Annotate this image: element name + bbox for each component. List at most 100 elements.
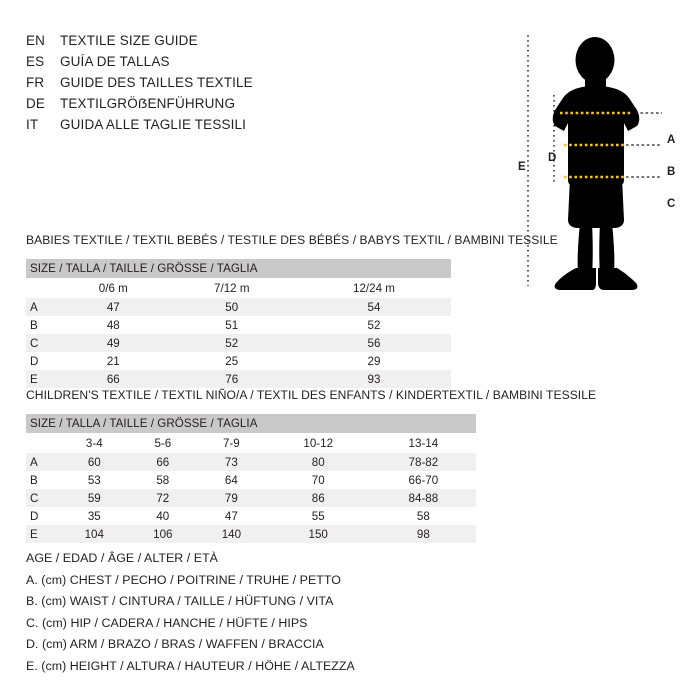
cell: 52 bbox=[166, 334, 297, 352]
cell: 66-70 bbox=[370, 471, 476, 489]
cell: 98 bbox=[370, 525, 476, 543]
cell: 55 bbox=[265, 507, 371, 525]
children-size-table: SIZE / TALLA / TAILLE / GRÖSSE / TAGLIA … bbox=[26, 414, 476, 543]
size-header-cell: 13-14 bbox=[370, 433, 476, 453]
language-title: TEXTILGRÖẞENFÜHRUNG bbox=[60, 96, 236, 111]
cell: 40 bbox=[128, 507, 198, 525]
cell: 84-88 bbox=[370, 489, 476, 507]
cell: 56 bbox=[296, 334, 451, 352]
table-row: D 21 25 29 bbox=[26, 352, 451, 370]
children-band-label: SIZE / TALLA / TAILLE / GRÖSSE / TAGLIA bbox=[26, 414, 476, 433]
legend-line-waist: B. (cm) WAIST / CINTURA / TAILLE / HÜFTU… bbox=[26, 594, 334, 608]
table-row: B 53 58 64 70 66-70 bbox=[26, 471, 476, 489]
size-header-cell: 0/6 m bbox=[60, 278, 167, 298]
cell: 66 bbox=[60, 370, 167, 388]
row-label: E bbox=[26, 370, 60, 388]
table-row: D 35 40 47 55 58 bbox=[26, 507, 476, 525]
language-title: TEXTILE SIZE GUIDE bbox=[60, 33, 198, 48]
measurement-figure-panel: A B C D E bbox=[498, 28, 698, 298]
table-row: E 66 76 93 bbox=[26, 370, 451, 388]
size-header-cell: 7-9 bbox=[197, 433, 266, 453]
legend-line-age: AGE / EDAD / ÂGE / ALTER / ETÀ bbox=[26, 551, 218, 565]
language-heading-block: EN TEXTILE SIZE GUIDE ES GUÍA DE TALLAS … bbox=[26, 33, 486, 138]
cell: 78-82 bbox=[370, 453, 476, 471]
silhouette-body bbox=[552, 37, 640, 290]
size-header-cell: 7/12 m bbox=[166, 278, 297, 298]
cell: 29 bbox=[296, 352, 451, 370]
table-row: C 49 52 56 bbox=[26, 334, 451, 352]
language-row: EN TEXTILE SIZE GUIDE bbox=[26, 33, 486, 54]
table-band-row: SIZE / TALLA / TAILLE / GRÖSSE / TAGLIA bbox=[26, 414, 476, 433]
cell: 50 bbox=[166, 298, 297, 316]
cell: 86 bbox=[265, 489, 371, 507]
cell: 47 bbox=[197, 507, 266, 525]
row-label: E bbox=[26, 525, 60, 543]
figure-label-b: B bbox=[667, 166, 676, 178]
table-row: A 60 66 73 80 78-82 bbox=[26, 453, 476, 471]
language-row: IT GUIDA ALLE TAGLIE TESSILI bbox=[26, 117, 486, 138]
row-label: B bbox=[26, 471, 60, 489]
cell: 21 bbox=[60, 352, 167, 370]
cell: 53 bbox=[60, 471, 129, 489]
table-row: E 104 106 140 150 98 bbox=[26, 525, 476, 543]
language-title: GUIDE DES TAILLES TEXTILE bbox=[60, 75, 253, 90]
cell: 76 bbox=[166, 370, 297, 388]
language-code: IT bbox=[26, 117, 39, 132]
figure-label-c: C bbox=[667, 198, 676, 210]
row-label: B bbox=[26, 316, 60, 334]
cell: 64 bbox=[197, 471, 266, 489]
size-header-cell: 10-12 bbox=[265, 433, 371, 453]
language-title: GUÍA DE TALLAS bbox=[60, 54, 170, 69]
cell: 60 bbox=[60, 453, 129, 471]
size-header-cell: 3-4 bbox=[60, 433, 129, 453]
children-section-title: CHILDREN'S TEXTILE / TEXTIL NIÑO/A / TEX… bbox=[26, 388, 597, 402]
cell: 73 bbox=[197, 453, 266, 471]
measurement-legend: AGE / EDAD / ÂGE / ALTER / ETÀ A. (cm) C… bbox=[26, 548, 355, 677]
cell: 80 bbox=[265, 453, 371, 471]
language-row: DE TEXTILGRÖẞENFÜHRUNG bbox=[26, 96, 486, 117]
row-label: C bbox=[26, 489, 60, 507]
cell: 48 bbox=[60, 316, 167, 334]
cell: 58 bbox=[128, 471, 198, 489]
figure-label-d: D bbox=[548, 152, 557, 164]
size-header-cell: 12/24 m bbox=[296, 278, 451, 298]
cell: 140 bbox=[197, 525, 266, 543]
cell: 66 bbox=[128, 453, 198, 471]
cell: 72 bbox=[128, 489, 198, 507]
legend-line-hip: C. (cm) HIP / CADERA / HANCHE / HÜFTE / … bbox=[26, 615, 308, 630]
babies-band-label: SIZE / TALLA / TAILLE / GRÖSSE / TAGLIA bbox=[26, 259, 451, 278]
language-row: ES GUÍA DE TALLAS bbox=[26, 54, 486, 75]
language-code: DE bbox=[26, 96, 46, 111]
cell: 25 bbox=[166, 352, 297, 370]
row-label: D bbox=[26, 352, 60, 370]
row-label: C bbox=[26, 334, 60, 352]
language-code: ES bbox=[26, 54, 45, 69]
figure-label-e: E bbox=[518, 161, 526, 173]
babies-section-title: BABIES TEXTILE / TEXTIL BEBÉS / TESTILE … bbox=[26, 233, 558, 247]
size-header-cell: 5-6 bbox=[128, 433, 198, 453]
cell: 79 bbox=[197, 489, 266, 507]
cell: 93 bbox=[296, 370, 451, 388]
corner-cell bbox=[26, 433, 60, 453]
cell: 51 bbox=[166, 316, 297, 334]
table-row: A 47 50 54 bbox=[26, 298, 451, 316]
cell: 47 bbox=[60, 298, 167, 316]
row-label: A bbox=[26, 453, 60, 471]
language-code: EN bbox=[26, 33, 46, 48]
child-silhouette-diagram bbox=[527, 35, 662, 290]
cell: 104 bbox=[60, 525, 129, 543]
row-label: A bbox=[26, 298, 60, 316]
babies-size-header-row: 0/6 m 7/12 m 12/24 m bbox=[26, 278, 451, 298]
language-code: FR bbox=[26, 75, 45, 90]
table-band-row: SIZE / TALLA / TAILLE / GRÖSSE / TAGLIA bbox=[26, 259, 451, 278]
cell: 106 bbox=[128, 525, 198, 543]
cell: 58 bbox=[370, 507, 476, 525]
table-row: C 59 72 79 86 84-88 bbox=[26, 489, 476, 507]
row-label: D bbox=[26, 507, 60, 525]
legend-line-height: E. (cm) HEIGHT / ALTURA / HAUTEUR / HÖHE… bbox=[26, 658, 355, 673]
legend-line-chest: A. (cm) CHEST / PECHO / POITRINE / TRUHE… bbox=[26, 572, 341, 587]
cell: 150 bbox=[265, 525, 371, 543]
cell: 70 bbox=[265, 471, 371, 489]
table-row: B 48 51 52 bbox=[26, 316, 451, 334]
language-title: GUIDA ALLE TAGLIE TESSILI bbox=[60, 117, 247, 132]
